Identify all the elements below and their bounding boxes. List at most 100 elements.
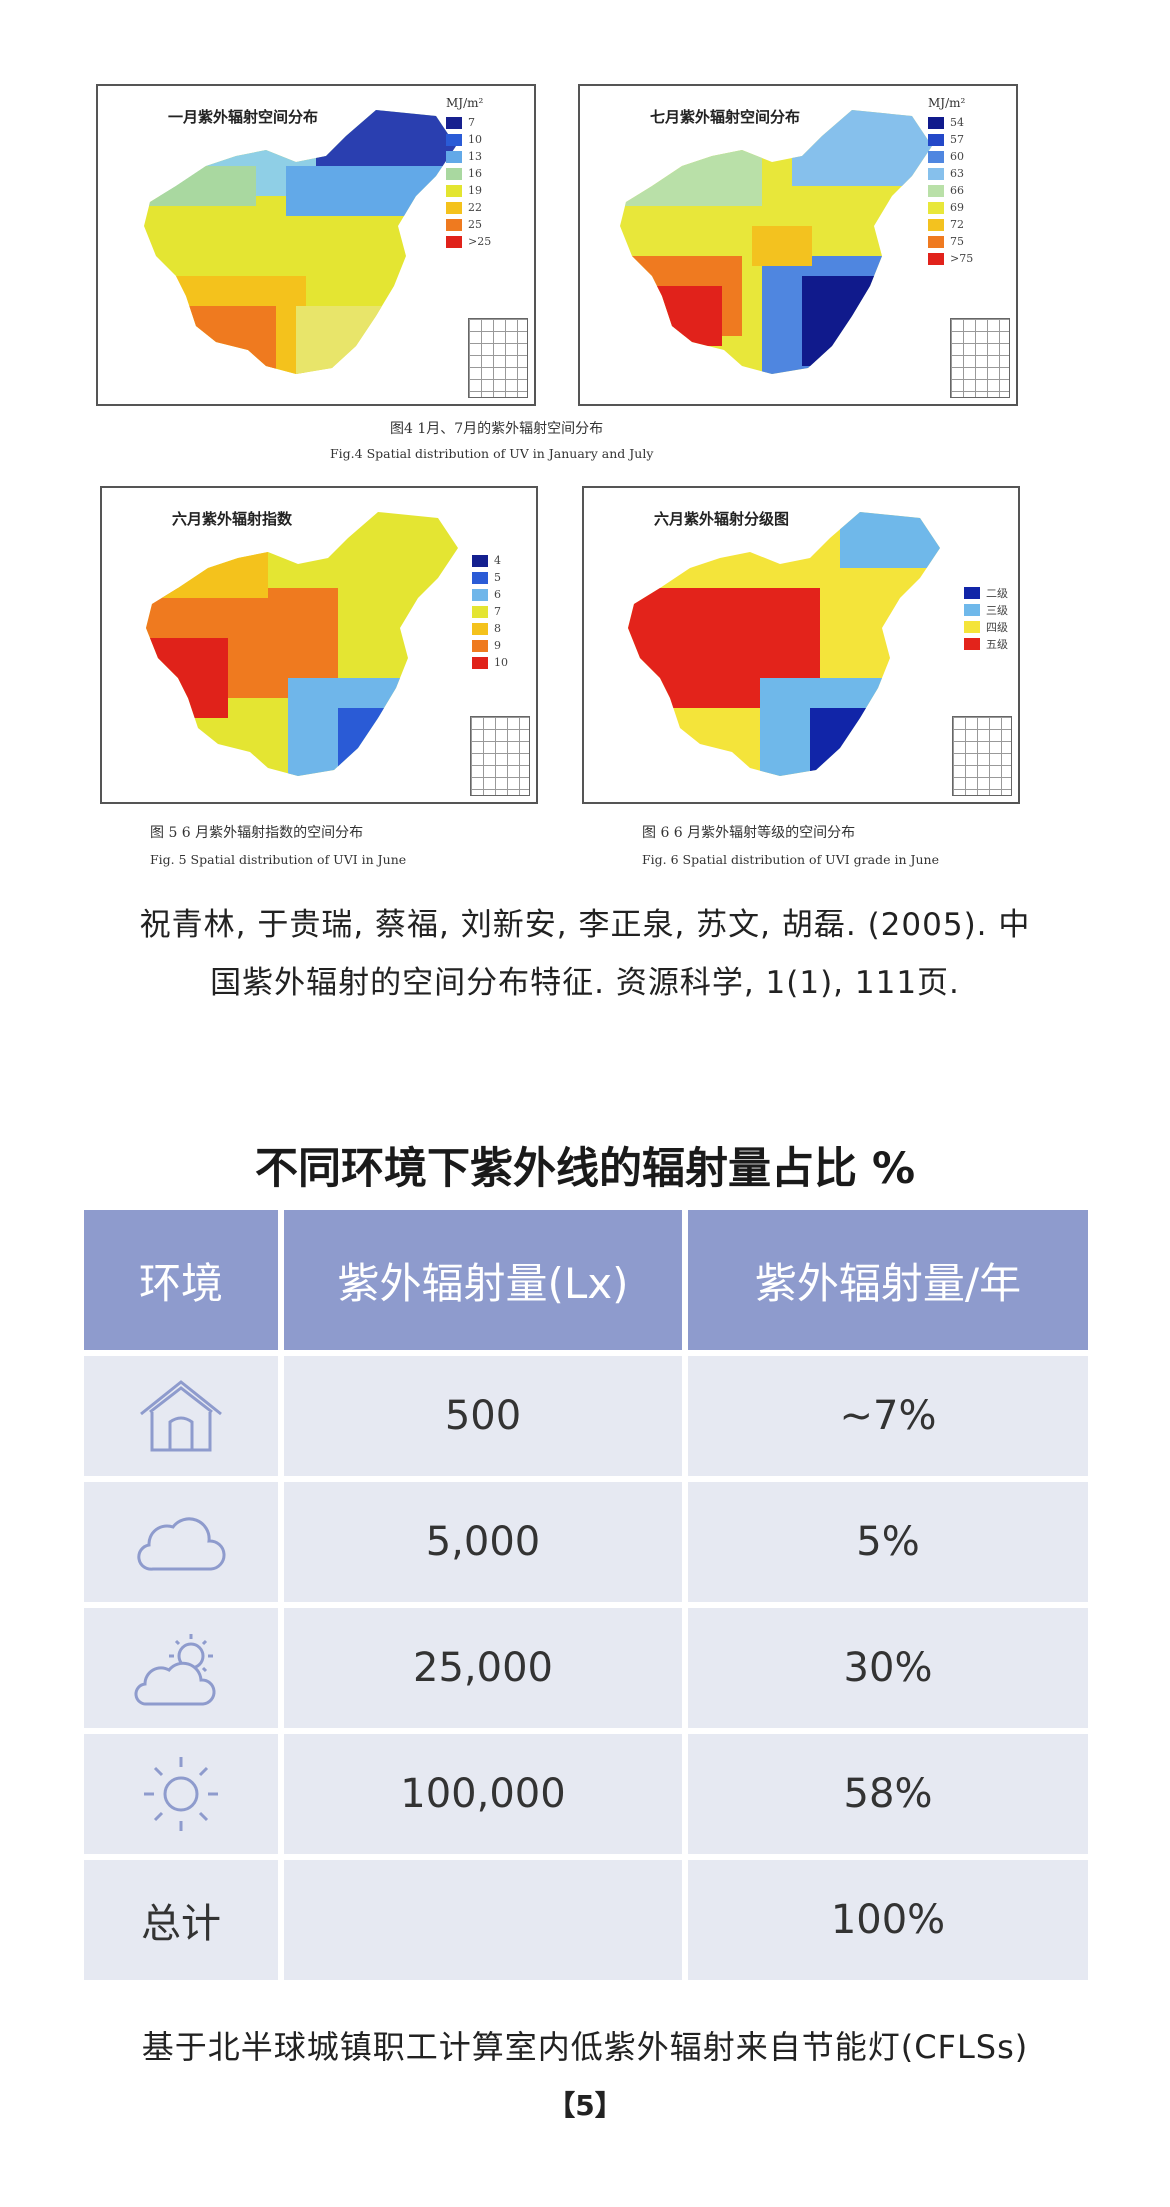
legend-swatch [472,554,488,567]
legend-jul: 54 57 60 63 66 69 72 75 >75 [928,114,1008,267]
annual-percent: 5% [688,1482,1088,1608]
legend-label: 66 [950,184,964,197]
legend-label: 6 [494,588,501,601]
legend-label: 16 [468,167,482,180]
legend-swatch [446,218,462,231]
legend-swatch [446,167,462,180]
legend-swatch [446,184,462,197]
legend-swatch [446,133,462,146]
legend-label: 57 [950,133,964,146]
legend-item: >25 [446,233,526,250]
legend-item: 25 [446,216,526,233]
legend-swatch [928,150,944,163]
legend-label: 8 [494,622,501,635]
legend-jan: 7 10 13 16 19 22 25 >25 [446,114,526,250]
legend-item: >75 [928,250,1008,267]
legend-label: 13 [468,150,482,163]
legend-grade: 二级三级 四级五级 [964,584,1018,652]
legend-item: 二级 [964,584,1018,601]
panel-title: 六月紫外辐射分级图 [654,510,790,528]
legend-item: 72 [928,216,1008,233]
legend-swatch [472,656,488,669]
legend-label: 7 [468,116,475,129]
sun-cloud-icon [84,1608,284,1734]
figure5-caption-en: Fig. 5 Spatial distribution of UVI in Ju… [150,852,407,867]
legend-unit: MJ/m² [928,96,966,110]
legend-label: 五级 [986,637,1008,651]
legend-item: 五级 [964,635,1018,652]
map-panel-january: 一月紫外辐射空间分布 MJ/m² 7 10 13 16 19 22 25 >25 [96,84,536,406]
legend-label: 25 [468,218,482,231]
legend-item: 6 [472,586,536,603]
sun-icon [84,1734,284,1860]
cloud-icon [84,1482,284,1608]
header-lux: 紫外辐射量(Lx) [284,1210,688,1356]
total-lux [284,1860,688,1986]
legend-label: 63 [950,167,964,180]
legend-swatch [472,588,488,601]
legend-uvi: 4 5 6 7 8 9 10 [472,552,536,671]
legend-swatch [446,235,462,248]
legend-swatch [928,218,944,231]
legend-swatch [472,571,488,584]
legend-swatch [928,184,944,197]
table-row: 5,000 5% [84,1482,1088,1608]
legend-unit: MJ/m² [446,96,484,110]
legend-swatch [928,133,944,146]
table-total-row: 总计 100% [84,1860,1088,1986]
figure4-caption-en: Fig.4 Spatial distribution of UV in Janu… [330,446,654,461]
legend-swatch [928,167,944,180]
legend-item: 19 [446,182,526,199]
uv-table: 环境 紫外辐射量(Lx) 紫外辐射量/年 500 ~7% 5,000 5% [84,1210,1088,1986]
legend-item: 60 [928,148,1008,165]
legend-swatch [928,116,944,129]
legend-item: 66 [928,182,1008,199]
lux-value: 100,000 [284,1734,688,1860]
panel-title: 六月紫外辐射指数 [172,510,293,528]
legend-item: 8 [472,620,536,637]
legend-swatch [964,620,980,633]
total-percent: 100% [688,1860,1088,1986]
house-icon [84,1356,284,1482]
map-inset-south-china-sea [950,318,1010,398]
legend-swatch [472,605,488,618]
legend-label: 72 [950,218,964,231]
legend-item: 三级 [964,601,1018,618]
legend-swatch [446,150,462,163]
legend-swatch [928,235,944,248]
legend-swatch [446,116,462,129]
header-annual: 紫外辐射量/年 [688,1210,1088,1356]
legend-item: 9 [472,637,536,654]
footer-note: 基于北半球城镇职工计算室内低紫外辐射来自节能灯(CFLSs) [141,2028,1029,2066]
header-environment: 环境 [84,1210,284,1356]
legend-label: 10 [494,656,508,669]
map-inset-south-china-sea [952,716,1012,796]
legend-item: 22 [446,199,526,216]
legend-swatch [446,201,462,214]
legend-item: 10 [446,131,526,148]
legend-item: 63 [928,165,1008,182]
legend-label: 二级 [986,586,1008,600]
legend-item: 7 [472,603,536,620]
legend-item: 四级 [964,618,1018,635]
annual-percent: 30% [688,1608,1088,1734]
figure4-caption-cn: 图4 1月、7月的紫外辐射空间分布 [390,421,604,437]
map-panel-july: 七月紫外辐射空间分布 MJ/m² 54 57 60 63 66 69 72 75 >75 [578,84,1018,406]
citation-line-2: 国紫外辐射的空间分布特征. 资源科学, 1(1), 111页. [210,965,960,1001]
legend-label: >75 [950,252,974,265]
legend-item: 54 [928,114,1008,131]
lux-value: 5,000 [284,1482,688,1608]
legend-label: 75 [950,235,964,248]
total-label: 总计 [84,1860,284,1986]
legend-label: 9 [494,639,501,652]
legend-label: 三级 [986,603,1008,617]
panel-title: 七月紫外辐射空间分布 [650,108,801,126]
table-row: 100,000 58% [84,1734,1088,1860]
legend-label: >25 [468,235,492,248]
legend-item: 10 [472,654,536,671]
legend-label: 60 [950,150,964,163]
panel-title: 一月紫外辐射空间分布 [168,108,319,126]
legend-label: 69 [950,201,964,214]
china-map-grade [628,512,940,776]
legend-item: 4 [472,552,536,569]
